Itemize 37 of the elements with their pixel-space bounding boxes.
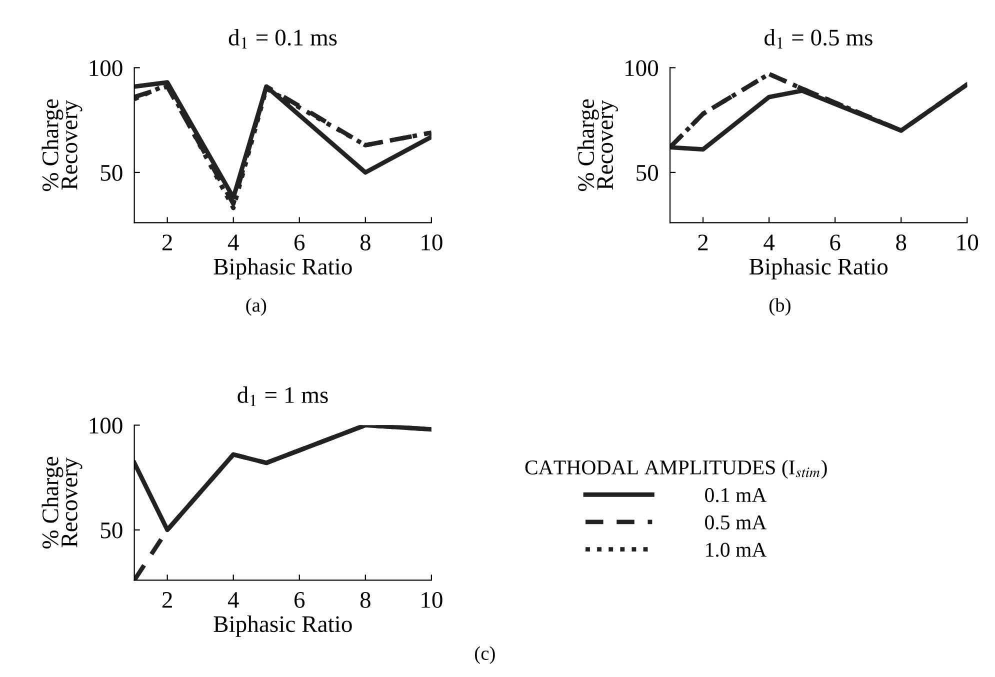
text: 0.1 mA [705, 488, 767, 502]
x-tick-label: 2 [162, 592, 172, 608]
text: (b) [769, 298, 790, 316]
y-tick-label: 50 [100, 164, 122, 181]
x-tick-label: 2 [698, 234, 708, 250]
y-tick-label: 100 [626, 60, 658, 76]
chart-title: d$_{1}$ = 0.5 ms [764, 28, 872, 48]
x-axis-title: Biphasic Ratio [214, 615, 352, 637]
x-tick-label: 2 [162, 234, 172, 250]
x-axis-title: Biphasic Ratio [749, 258, 888, 280]
legend-label: 1.0 mA [706, 542, 767, 557]
x-tick-label: 4 [228, 234, 239, 250]
x-tick-label: 4 [228, 592, 239, 608]
x-tick-label: 8 [360, 592, 370, 608]
chart-title: d$_{1}$ = 0.1 ms [228, 28, 337, 48]
text: 0.5 mA [705, 515, 767, 530]
x-tick-label: 6 [830, 234, 840, 250]
x-tick-label: 6 [294, 234, 305, 250]
x-tick-label: 6 [294, 592, 305, 608]
y-axis-title: % Charge Recovery [577, 99, 618, 192]
x-tick-label: 8 [360, 234, 370, 250]
y-tick-label: 50 [636, 164, 658, 181]
x-tick-label: 8 [896, 234, 906, 250]
text: (a) [246, 298, 266, 316]
chart-title: d$_{1}$ = 1 ms [238, 386, 328, 406]
x-tick-label: 10 [422, 592, 442, 608]
y-tick-label: 100 [90, 60, 122, 76]
y-axis-title: % Charge Recovery [42, 99, 82, 192]
y-tick-label: 100 [90, 418, 122, 434]
x-axis-title: Biphasic Ratio [214, 258, 352, 280]
y-tick-label: 50 [100, 522, 122, 538]
x-tick-label: 10 [422, 234, 442, 250]
legend-title: CATHODAL AMPLITUDES (I$_{stim}$) [525, 460, 827, 479]
y-axis-title: % Charge Recovery [42, 456, 82, 549]
text: (c) [474, 646, 495, 664]
x-tick-label: 10 [957, 234, 978, 250]
x-tick-label: 4 [764, 234, 775, 250]
